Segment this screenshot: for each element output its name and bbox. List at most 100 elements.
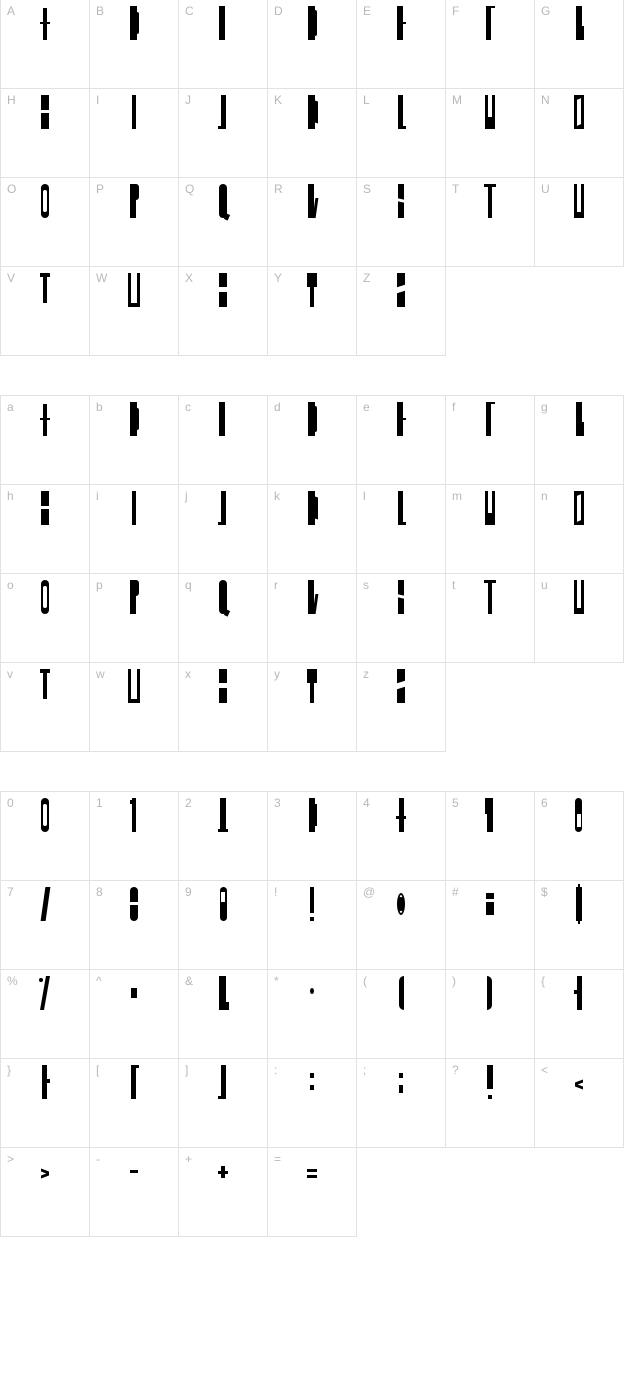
glyph-cell: i bbox=[89, 484, 179, 574]
glyph-cell: h bbox=[0, 484, 90, 574]
glyph-wrap bbox=[357, 6, 445, 54]
glyph-cell: 6 bbox=[534, 791, 624, 881]
glyph-J bbox=[216, 95, 230, 129]
glyph-cell: ^ bbox=[89, 969, 179, 1059]
glyph-cell: V bbox=[0, 266, 90, 356]
glyph-} bbox=[38, 1065, 52, 1099]
glyph-K bbox=[305, 95, 319, 129]
glyph-6 bbox=[572, 798, 586, 832]
glyph-wrap bbox=[1, 491, 89, 539]
glyph-wrap bbox=[90, 798, 178, 846]
glyph-wrap bbox=[179, 1166, 267, 1214]
glyph-wrap bbox=[535, 798, 623, 846]
glyph-! bbox=[305, 887, 319, 921]
glyph-wrap bbox=[357, 491, 445, 539]
glyph-wrap bbox=[535, 95, 623, 143]
glyph-cell: o bbox=[0, 573, 90, 663]
glyph-m bbox=[483, 491, 497, 525]
glyph-& bbox=[216, 976, 230, 1010]
glyph-cell: f bbox=[445, 395, 535, 485]
glyph-r bbox=[305, 580, 319, 614]
glyph-wrap bbox=[446, 887, 534, 935]
glyph-> bbox=[38, 1166, 52, 1180]
glyph-wrap bbox=[535, 184, 623, 232]
glyph-cell: > bbox=[0, 1147, 90, 1237]
glyph-cell: q bbox=[178, 573, 268, 663]
glyph-N bbox=[572, 95, 586, 129]
section-gap bbox=[0, 752, 640, 792]
glyph-# bbox=[483, 887, 497, 921]
glyph-- bbox=[127, 1166, 141, 1176]
glyph-wrap bbox=[179, 184, 267, 232]
section-lowercase: abcdefghijklmnopqrstuvwxyz bbox=[1, 396, 632, 752]
glyph-wrap bbox=[535, 1077, 623, 1125]
glyph-wrap bbox=[268, 1166, 356, 1214]
glyph-cell: M bbox=[445, 88, 535, 178]
glyph-cell: j bbox=[178, 484, 268, 574]
glyph-cell: Z bbox=[356, 266, 446, 356]
glyph-V bbox=[38, 273, 52, 307]
glyph-o bbox=[38, 580, 52, 614]
glyph-wrap bbox=[179, 798, 267, 846]
glyph-cell: + bbox=[178, 1147, 268, 1237]
glyph-T bbox=[483, 184, 497, 218]
glyph-n bbox=[572, 491, 586, 525]
glyph-cell: s bbox=[356, 573, 446, 663]
glyph-cell: - bbox=[89, 1147, 179, 1237]
section-gap bbox=[0, 356, 640, 396]
glyph-wrap bbox=[535, 402, 623, 450]
glyph-cell: ! bbox=[267, 880, 357, 970]
glyph-cell: # bbox=[445, 880, 535, 970]
glyph-O bbox=[38, 184, 52, 218]
glyph-cell: C bbox=[178, 0, 268, 89]
glyph-cell: Y bbox=[267, 266, 357, 356]
glyph-cell: 7 bbox=[0, 880, 90, 970]
glyph-wrap bbox=[446, 1065, 534, 1113]
glyph-wrap bbox=[357, 798, 445, 846]
glyph-cell: a bbox=[0, 395, 90, 485]
glyph-cell: } bbox=[0, 1058, 90, 1148]
glyph-wrap bbox=[179, 95, 267, 143]
glyph-f bbox=[483, 402, 497, 436]
glyph-cell: $ bbox=[534, 880, 624, 970]
glyph-wrap bbox=[90, 1166, 178, 1214]
glyph-5 bbox=[483, 798, 497, 832]
glyph-cell: t bbox=[445, 573, 535, 663]
glyph-wrap bbox=[268, 988, 356, 1036]
glyph-wrap bbox=[268, 580, 356, 628]
glyph-cell: S bbox=[356, 177, 446, 267]
glyph-wrap bbox=[535, 976, 623, 1024]
glyph-Y bbox=[305, 273, 319, 307]
glyph-wrap bbox=[1, 669, 89, 717]
glyph-cell: P bbox=[89, 177, 179, 267]
glyph-cell: 0 bbox=[0, 791, 90, 881]
glyph-wrap bbox=[179, 273, 267, 321]
glyph-P bbox=[127, 184, 141, 218]
glyph-i bbox=[127, 491, 141, 525]
glyph-cell: F bbox=[445, 0, 535, 89]
glyph-W bbox=[127, 273, 141, 307]
glyph-cell: N bbox=[534, 88, 624, 178]
glyph-3 bbox=[305, 798, 319, 832]
glyph-wrap bbox=[268, 1065, 356, 1113]
glyph-wrap bbox=[268, 491, 356, 539]
glyph-wrap bbox=[90, 988, 178, 1036]
glyph-cell: @ bbox=[356, 880, 446, 970]
glyph-= bbox=[305, 1166, 319, 1180]
section-uppercase: ABCDEFGHIJKLMNOPQRSTUVWXYZ bbox=[1, 0, 632, 356]
glyph-l bbox=[394, 491, 408, 525]
glyph-cell: x bbox=[178, 662, 268, 752]
glyph-cell: y bbox=[267, 662, 357, 752]
glyph-z bbox=[394, 669, 408, 703]
glyph-cell: 1 bbox=[89, 791, 179, 881]
glyph-g bbox=[572, 402, 586, 436]
glyph-wrap bbox=[90, 273, 178, 321]
glyph-wrap bbox=[179, 6, 267, 54]
glyph-wrap bbox=[1, 1166, 89, 1214]
glyph-cell: O bbox=[0, 177, 90, 267]
cell-label: ^ bbox=[96, 974, 102, 988]
glyph-: bbox=[305, 1065, 319, 1099]
glyph-I bbox=[127, 95, 141, 129]
glyph-cell: J bbox=[178, 88, 268, 178]
glyph-L bbox=[394, 95, 408, 129]
